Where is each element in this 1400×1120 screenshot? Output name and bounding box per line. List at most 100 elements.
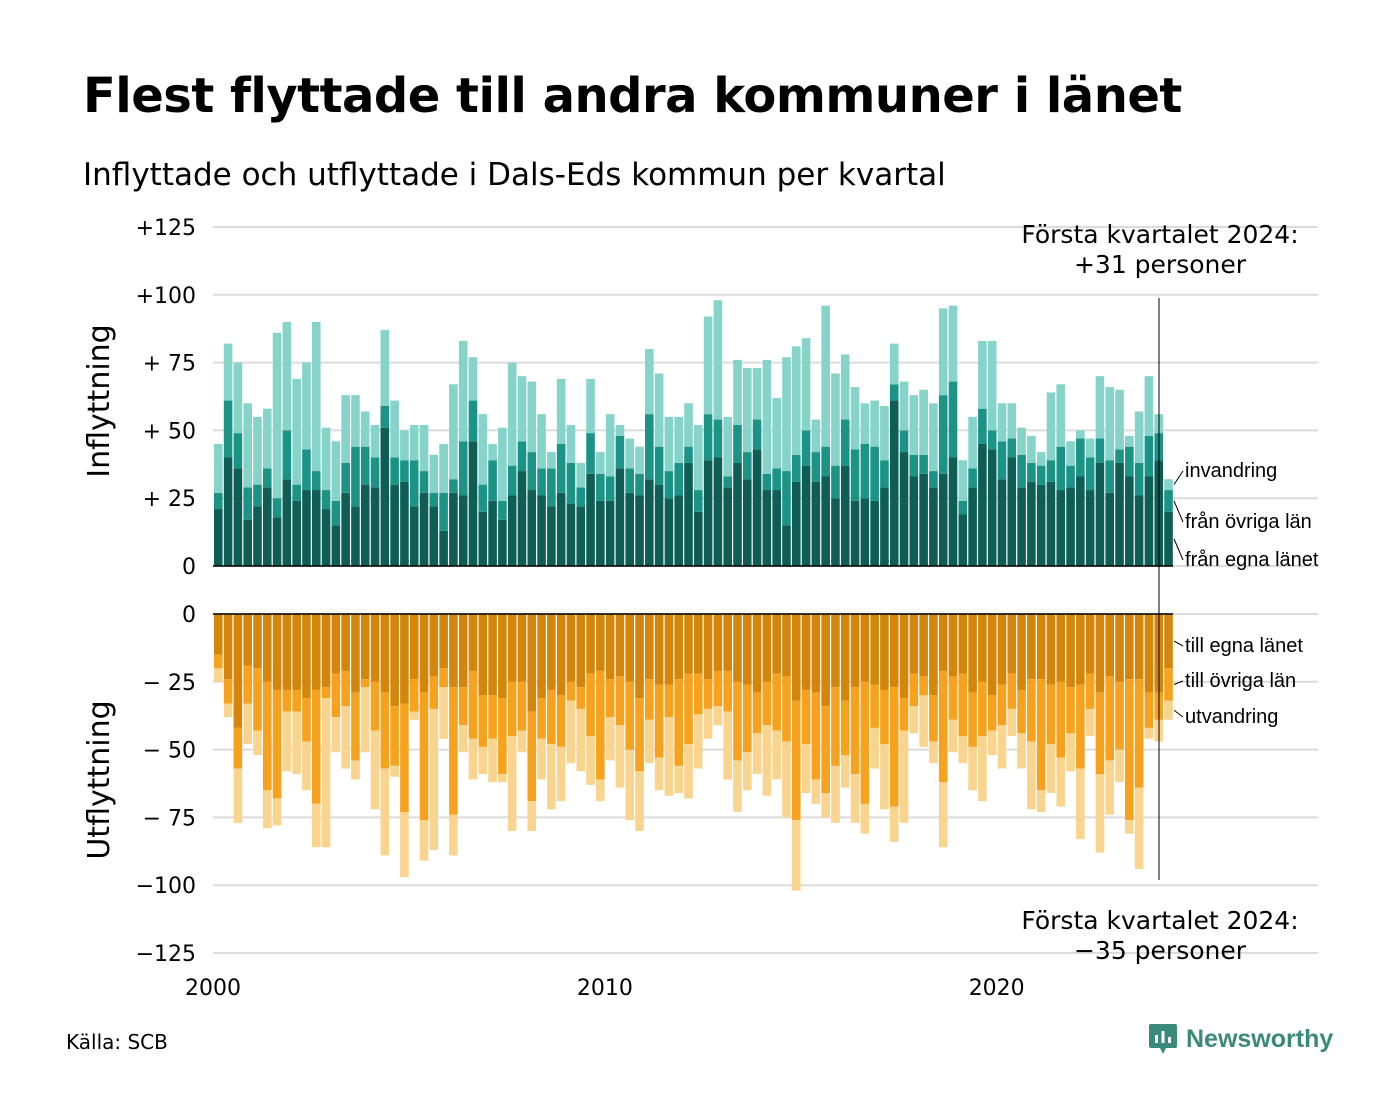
bar-out-utvandring: [831, 765, 840, 823]
newsworthy-icon: [1149, 1024, 1177, 1054]
bar-in-ovriga-lan: [439, 492, 448, 531]
bar-out-ovriga-lan: [801, 689, 811, 745]
bar-in-invandring: [742, 368, 752, 453]
out-label-ovriga-lan: till övriga län: [1185, 670, 1296, 692]
bar-in-egna-lanet: [909, 476, 919, 566]
in-y-tick-label: +100: [136, 284, 196, 309]
bar-in-ovriga-lan: [684, 446, 693, 463]
bar-in-egna-lanet: [1095, 462, 1105, 566]
bar-in-invandring: [831, 373, 840, 466]
bar-out-utvandring: [899, 730, 909, 823]
bar-in-invandring: [968, 416, 977, 469]
bar-out-utvandring: [968, 746, 977, 791]
bar-in-invandring: [713, 300, 723, 420]
bar-out-ovriga-lan: [1095, 692, 1105, 775]
bar-out-utvandring: [1036, 790, 1046, 812]
bar-out-ovriga-lan: [703, 679, 713, 709]
bar-in-ovriga-lan: [958, 500, 968, 515]
bar-out-utvandring: [449, 814, 458, 856]
bar-in-ovriga-lan: [880, 460, 889, 488]
bar-out-ovriga-lan: [723, 670, 732, 712]
bar-out-utvandring: [321, 698, 331, 848]
bar-out-egna-lanet: [664, 614, 674, 685]
out-y-tick-label: − 75: [143, 806, 196, 831]
bar-in-egna-lanet: [772, 490, 781, 566]
bar-out-egna-lanet: [1046, 614, 1056, 685]
bar-out-ovriga-lan: [772, 673, 781, 731]
bar-out-egna-lanet: [458, 614, 468, 688]
bar-out-egna-lanet: [772, 614, 781, 674]
bar-out-utvandring: [1007, 708, 1017, 737]
bar-out-egna-lanet: [1134, 614, 1144, 680]
bar-out-utvandring: [586, 736, 595, 785]
out-label-leader: [1173, 640, 1184, 647]
bar-out-utvandring: [409, 711, 419, 720]
bar-out-utvandring: [507, 736, 517, 831]
bar-out-egna-lanet: [997, 614, 1007, 685]
bar-out-utvandring: [625, 749, 635, 821]
bar-out-utvandring: [331, 717, 341, 753]
bar-in-ovriga-lan: [233, 433, 243, 469]
bar-out-utvandring: [782, 741, 791, 818]
bar-out-ovriga-lan: [762, 681, 772, 726]
bar-out-ovriga-lan: [654, 684, 664, 758]
bar-in-invandring: [635, 446, 644, 474]
bar-out-egna-lanet: [517, 614, 527, 682]
bar-out-utvandring: [311, 803, 321, 848]
bar-in-egna-lanet: [498, 519, 507, 566]
bar-out-egna-lanet: [400, 614, 409, 704]
bar-in-egna-lanet: [870, 500, 879, 566]
bar-out-egna-lanet: [811, 614, 821, 693]
bar-in-egna-lanet: [791, 481, 801, 566]
bar-out-utvandring: [919, 695, 928, 747]
bar-in-ovriga-lan: [1115, 449, 1124, 463]
bar-in-egna-lanet: [1027, 481, 1036, 566]
bar-in-ovriga-lan: [449, 479, 458, 493]
bar-in-ovriga-lan: [478, 484, 488, 512]
bar-out-ovriga-lan: [713, 670, 723, 707]
out-y-tick-label: −100: [136, 874, 196, 899]
bar-out-ovriga-lan: [752, 692, 762, 734]
bar-out-egna-lanet: [635, 614, 644, 699]
bar-out-egna-lanet: [253, 614, 262, 669]
bar-in-ovriga-lan: [360, 446, 370, 485]
bar-out-ovriga-lan: [1036, 679, 1046, 791]
bar-in-invandring: [674, 416, 684, 463]
bar-out-ovriga-lan: [321, 687, 331, 699]
bar-in-invandring: [468, 357, 478, 401]
source-note: Källa: SCB: [66, 1030, 168, 1054]
bar-out-ovriga-lan: [566, 681, 576, 701]
bar-out-egna-lanet: [449, 614, 458, 688]
bar-in-invandring: [938, 308, 948, 396]
bar-out-egna-lanet: [850, 614, 860, 688]
bar-in-egna-lanet: [860, 498, 870, 566]
bar-in-egna-lanet: [1134, 495, 1144, 566]
bar-out-utvandring: [302, 741, 311, 791]
bar-in-invandring: [576, 462, 586, 488]
bar-in-ovriga-lan: [850, 449, 860, 501]
bar-in-egna-lanet: [272, 517, 282, 566]
bar-in-invandring: [331, 441, 341, 501]
bar-out-egna-lanet: [596, 614, 605, 671]
bar-out-ovriga-lan: [400, 703, 409, 812]
bar-out-egna-lanet: [282, 614, 292, 690]
bar-out-utvandring: [615, 725, 625, 788]
bar-out-utvandring: [938, 782, 948, 848]
bar-in-invandring: [948, 305, 958, 382]
bar-in-invandring: [958, 460, 968, 501]
in-label-invandring: invandring: [1185, 460, 1277, 482]
bar-in-egna-lanet: [811, 481, 821, 566]
bar-in-invandring: [409, 424, 419, 461]
bar-out-egna-lanet: [801, 614, 811, 690]
bar-out-utvandring: [762, 725, 772, 796]
bar-in-egna-lanet: [782, 525, 791, 566]
bar-in-invandring: [380, 330, 390, 406]
bar-in-invandring: [537, 414, 546, 469]
bar-in-egna-lanet: [713, 457, 723, 566]
bar-in-invandring: [1095, 376, 1105, 439]
bar-out-egna-lanet: [674, 614, 684, 680]
bar-in-egna-lanet: [292, 500, 301, 566]
bar-out-egna-lanet: [684, 614, 693, 674]
bar-out-ovriga-lan: [821, 706, 830, 793]
bar-out-ovriga-lan: [341, 670, 350, 707]
